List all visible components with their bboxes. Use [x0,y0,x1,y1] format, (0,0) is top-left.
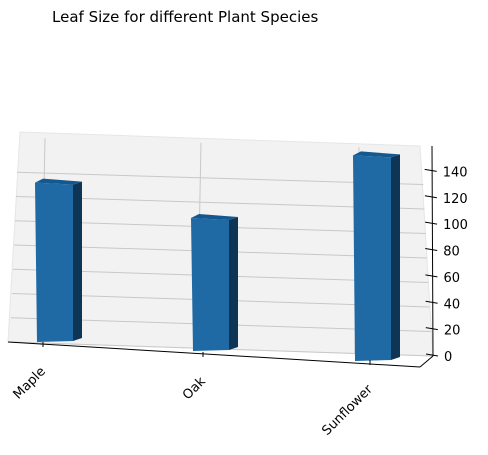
bar-front [353,155,391,361]
chart-title: Leaf Size for different Plant Species [52,8,318,26]
bar-top [191,214,238,220]
x-tick-label: Maple [11,364,49,402]
bar-side [73,181,82,341]
z-tick [425,248,438,251]
z-tick-label: 100 [443,218,468,233]
z-tick-label: 40 [444,297,461,312]
z-tick [425,274,438,278]
z-tick-label: 140 [443,165,468,180]
bar-top [353,151,400,158]
bar-side [229,217,238,350]
bar-top [35,178,82,185]
axes [7,145,434,368]
bar-front [191,218,229,351]
z-axis-ticks: 0 20 40 60 80 100 120 140 [424,165,468,365]
z-tick-label: 120 [443,192,468,207]
bar-side [391,154,400,360]
x-axis-line [7,341,421,368]
z-tick-label: 60 [443,271,460,286]
x-tick-label: Oak [180,374,209,403]
z-tick-label: 80 [443,245,460,260]
z-axis-line [431,145,434,357]
z-tick [425,353,439,357]
bars [35,151,400,361]
z-tick [424,221,438,225]
z-tick-label: 0 [444,350,452,365]
x-tick-label: Sunflower [319,382,376,439]
z-tick-label: 20 [444,324,461,339]
axis-corner-line [419,355,434,368]
z-tick [424,168,437,172]
z-tick [425,327,438,331]
z-tick [424,195,437,199]
z-tick [425,300,438,304]
bar-front [35,182,73,342]
x-axis-labels: Maple Oak Sunflower [11,342,376,439]
